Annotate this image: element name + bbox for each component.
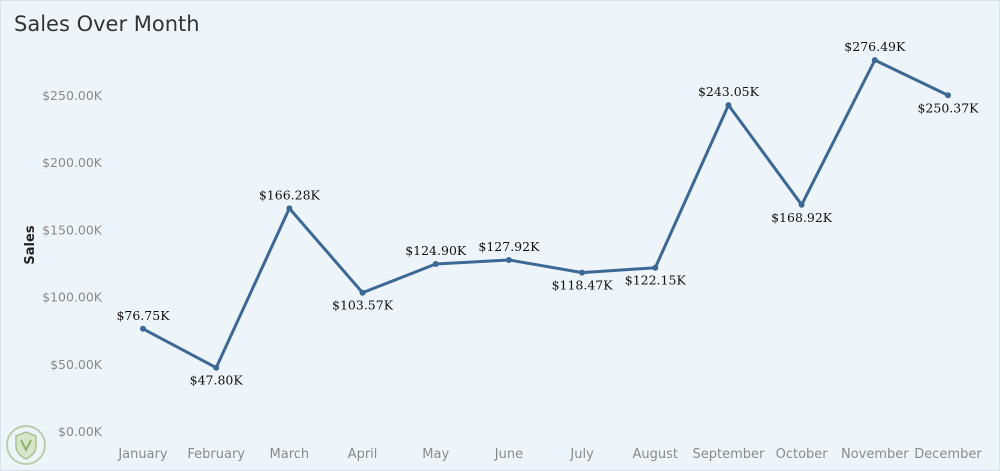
y-tick-label: $50.00K — [50, 357, 103, 372]
data-label: $118.47K — [552, 278, 614, 293]
x-tick-label: June — [494, 447, 523, 462]
x-tick-label: May — [422, 447, 449, 462]
data-label: $103.57K — [332, 298, 394, 313]
y-tick-label: $250.00K — [42, 88, 103, 103]
y-axis-title: Sales — [23, 225, 38, 264]
data-point — [652, 264, 659, 271]
data-label: $166.28K — [259, 187, 321, 202]
y-tick-label: $0.00K — [58, 424, 103, 439]
x-tick-label: December — [914, 447, 982, 462]
data-point — [725, 102, 732, 109]
chart-title: Sales Over Month — [14, 12, 200, 36]
x-tick-label: October — [776, 447, 829, 462]
data-point — [579, 269, 586, 276]
data-point — [213, 364, 220, 371]
data-point — [286, 205, 293, 212]
x-tick-label: January — [117, 447, 168, 462]
data-label: $250.37K — [917, 100, 979, 115]
x-tick-label: September — [693, 447, 766, 462]
data-label: $168.92K — [771, 210, 833, 225]
data-point — [505, 256, 512, 263]
x-tick-label: August — [633, 447, 679, 462]
data-label: $127.92K — [478, 239, 540, 254]
data-label: $122.15K — [625, 273, 687, 288]
data-label: $76.75K — [116, 308, 170, 323]
data-point — [945, 92, 951, 99]
x-tick-label: March — [270, 447, 310, 462]
data-label: $124.90K — [405, 243, 467, 258]
data-point — [432, 261, 439, 268]
series-line — [141, 58, 950, 370]
data-label: $47.80K — [190, 373, 244, 388]
data-point — [798, 201, 805, 208]
data-label: $243.05K — [698, 84, 760, 99]
x-tick-label: February — [187, 447, 245, 462]
y-tick-label: $200.00K — [42, 155, 103, 170]
x-tick-label: July — [569, 447, 594, 462]
data-point — [871, 57, 878, 64]
data-point — [359, 289, 366, 296]
y-tick-label: $150.00K — [42, 222, 103, 237]
x-tick-label: April — [348, 447, 378, 462]
x-tick-label: November — [841, 447, 909, 462]
watermark-shield-logo — [6, 425, 46, 465]
data-point — [140, 325, 146, 332]
y-tick-label: $100.00K — [42, 290, 103, 305]
data-label: $276.49K — [844, 39, 906, 54]
